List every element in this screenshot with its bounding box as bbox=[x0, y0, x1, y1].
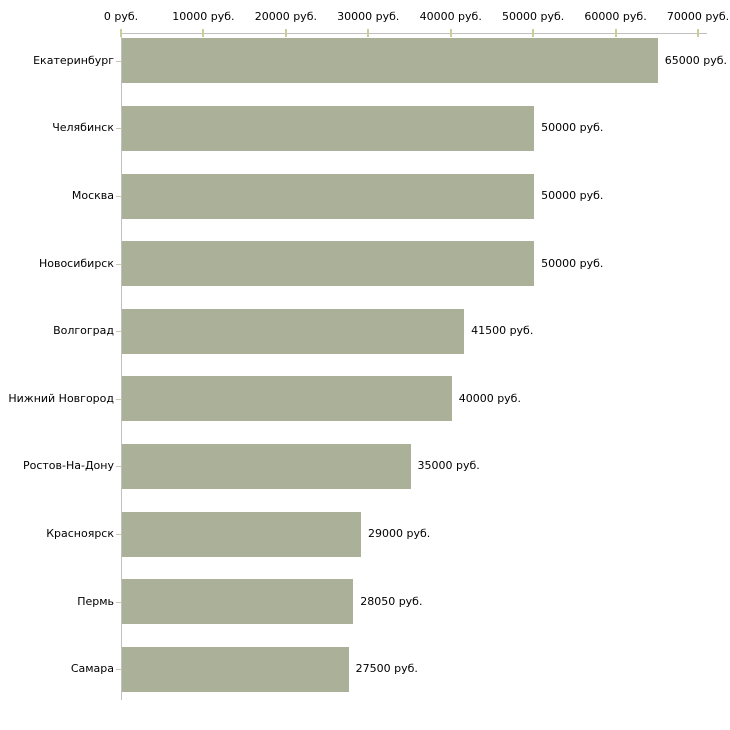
value-label: 50000 руб. bbox=[541, 189, 604, 202]
bar bbox=[122, 579, 354, 625]
x-axis-tick-label: 60000 руб. bbox=[584, 10, 647, 23]
value-label: 40000 руб. bbox=[458, 391, 521, 405]
category-tick-mark bbox=[116, 601, 121, 603]
x-axis-tick-label: 0 руб. bbox=[103, 10, 139, 23]
value-label: 41500 руб. bbox=[471, 324, 534, 338]
x-axis-tick-label: 70000 руб. bbox=[666, 10, 730, 23]
category-tick-mark bbox=[116, 263, 121, 265]
category-label: Челябинск bbox=[52, 121, 114, 135]
x-axis-tick-mark bbox=[284, 29, 287, 37]
value-label: 65000 руб. bbox=[664, 53, 728, 67]
x-axis-tick-mark bbox=[697, 29, 699, 37]
category-tick-mark bbox=[116, 669, 121, 671]
category-tick-mark bbox=[116, 196, 121, 197]
category-tick-mark bbox=[116, 398, 121, 400]
category-label: Екатеринбург bbox=[33, 53, 114, 67]
category-label: Волгоград bbox=[53, 324, 114, 338]
y-axis-line bbox=[121, 33, 122, 700]
category-label: Нижний Новгород bbox=[8, 391, 114, 405]
x-axis-tick-mark bbox=[202, 29, 205, 37]
category-label: Красноярск bbox=[46, 527, 114, 540]
bar bbox=[122, 308, 465, 354]
bar bbox=[122, 376, 452, 422]
x-axis-tick-label: 10000 руб. bbox=[172, 10, 235, 23]
x-axis-tick-label: 40000 руб. bbox=[419, 10, 482, 23]
category-label: Пермь bbox=[77, 594, 114, 608]
x-axis-tick-label: 30000 руб. bbox=[337, 10, 400, 23]
x-axis-tick-label: 20000 руб. bbox=[254, 10, 317, 23]
bar bbox=[122, 241, 535, 287]
category-label: Москва bbox=[71, 189, 114, 202]
bar bbox=[122, 38, 658, 84]
bar bbox=[122, 443, 411, 489]
bar bbox=[122, 105, 535, 151]
value-label: 35000 руб. bbox=[417, 459, 480, 473]
value-label: 28050 руб. bbox=[360, 594, 423, 608]
value-label: 27500 руб. bbox=[355, 662, 418, 676]
category-label: Самара bbox=[70, 662, 114, 676]
x-axis-tick-label: 50000 руб. bbox=[502, 10, 565, 23]
bar bbox=[122, 173, 535, 219]
category-label: Ростов-На-Дону bbox=[22, 459, 114, 473]
x-axis-tick-mark bbox=[449, 29, 452, 37]
bar bbox=[122, 511, 362, 557]
category-label: Новосибирск bbox=[38, 256, 114, 270]
value-label: 29000 руб. bbox=[368, 527, 431, 540]
x-axis-line bbox=[121, 33, 707, 34]
x-axis-tick-mark bbox=[120, 29, 122, 37]
x-axis-tick-mark bbox=[367, 29, 370, 37]
category-tick-mark bbox=[116, 128, 121, 130]
bar bbox=[122, 646, 349, 692]
value-label: 50000 руб. bbox=[541, 256, 604, 270]
category-tick-mark bbox=[116, 331, 121, 333]
value-label: 50000 руб. bbox=[541, 121, 604, 135]
x-axis-tick-mark bbox=[532, 29, 535, 37]
category-tick-mark bbox=[116, 60, 121, 62]
x-axis-tick-mark bbox=[614, 29, 617, 37]
category-tick-mark bbox=[116, 466, 121, 468]
category-tick-mark bbox=[116, 534, 121, 535]
